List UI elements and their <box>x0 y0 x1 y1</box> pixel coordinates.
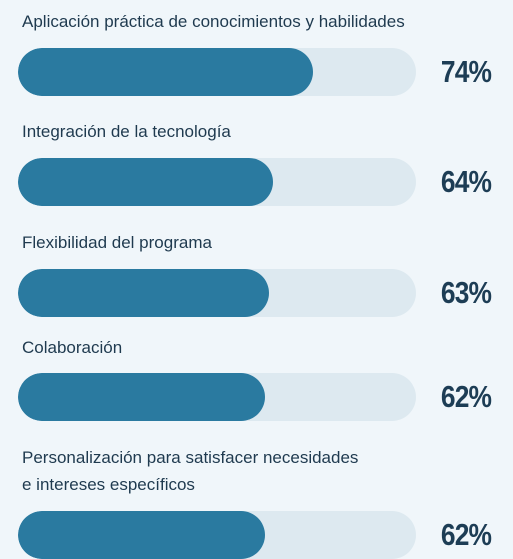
bar-track <box>18 373 416 421</box>
category-label: Aplicación práctica de conocimientos y h… <box>22 12 405 31</box>
value-label: 74% <box>440 54 492 89</box>
bar-track <box>18 269 416 317</box>
bar-track <box>18 48 416 96</box>
value-label: 62% <box>440 517 492 552</box>
bar <box>18 48 313 96</box>
category-label: Personalización para satisfacer necesida… <box>22 448 359 494</box>
value-label: 62% <box>440 379 492 414</box>
bar-track <box>18 511 416 559</box>
value-label: 63% <box>440 275 492 310</box>
bar <box>18 511 265 559</box>
category-label: Colaboración <box>22 338 123 357</box>
bar-track <box>18 158 416 206</box>
category-label: Flexibilidad del programa <box>22 233 212 252</box>
category-label: Integración de la tecnología <box>22 122 231 141</box>
bar <box>18 269 269 317</box>
value-label: 64% <box>440 164 492 199</box>
bar <box>18 158 273 206</box>
bar <box>18 373 265 421</box>
